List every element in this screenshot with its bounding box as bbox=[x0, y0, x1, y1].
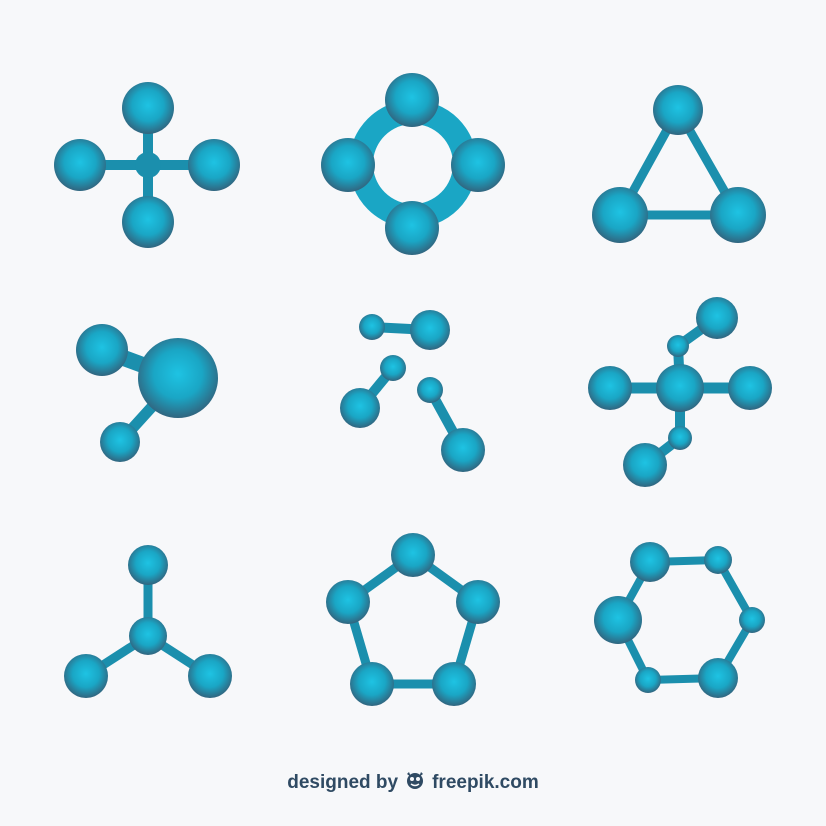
molecule-ring-four-icon bbox=[321, 73, 505, 255]
molecule-star-branched-atom bbox=[668, 426, 692, 450]
molecule-cross-atom bbox=[188, 139, 240, 191]
molecule-pentagon-atom bbox=[456, 580, 500, 624]
molecule-separated-pairs-icon bbox=[340, 310, 485, 472]
molecule-triangle-icon bbox=[592, 85, 766, 243]
molecule-hexagon-atom bbox=[704, 546, 732, 574]
molecule-cross-icon bbox=[54, 82, 240, 248]
molecule-star-branched-atom bbox=[656, 364, 704, 412]
molecule-star-branched-atom bbox=[623, 443, 667, 487]
molecule-star-branched-atom bbox=[728, 366, 772, 410]
molecule-pentagon-icon bbox=[326, 533, 500, 706]
molecule-pentagon-atom bbox=[432, 662, 476, 706]
molecule-hexagon-atom bbox=[698, 658, 738, 698]
molecule-triangle-atom bbox=[653, 85, 703, 135]
molecule-cross-atom bbox=[54, 139, 106, 191]
molecule-cross-junction bbox=[135, 152, 161, 178]
molecule-tripod-atom bbox=[128, 545, 168, 585]
molecule-tripod-atom bbox=[129, 617, 167, 655]
molecule-ring-four-atom bbox=[385, 73, 439, 127]
molecule-star-branched-atom bbox=[696, 297, 738, 339]
molecule-ring-four-atom bbox=[321, 138, 375, 192]
molecule-separated-pairs-atom bbox=[380, 355, 406, 381]
freepik-logo-icon bbox=[403, 768, 427, 798]
molecule-three-atom-atom bbox=[100, 422, 140, 462]
molecule-star-branched-atom bbox=[588, 366, 632, 410]
molecule-triangle-atom bbox=[592, 187, 648, 243]
molecule-ring-four-atom bbox=[385, 201, 439, 255]
molecule-tripod-atom bbox=[188, 654, 232, 698]
molecule-hexagon-icon bbox=[594, 542, 765, 698]
molecule-three-atom-icon bbox=[76, 324, 218, 462]
credit-brand: freepik.com bbox=[432, 772, 539, 793]
credit-prefix: designed by bbox=[287, 772, 399, 793]
molecule-separated-pairs-atom bbox=[359, 314, 385, 340]
molecule-ring-four-ring bbox=[349, 100, 477, 228]
molecule-hexagon-atom bbox=[594, 596, 642, 644]
molecule-cross-atom bbox=[122, 196, 174, 248]
molecule-separated-pairs-atom bbox=[441, 428, 485, 472]
molecule-hexagon-atom bbox=[630, 542, 670, 582]
molecule-hexagon-atom bbox=[739, 607, 765, 633]
molecule-pentagon-atom bbox=[391, 533, 435, 577]
molecule-three-atom-atom bbox=[76, 324, 128, 376]
molecule-hexagon-atom bbox=[635, 667, 661, 693]
molecule-cross-atom bbox=[122, 82, 174, 134]
molecule-pentagon-atom bbox=[350, 662, 394, 706]
molecule-separated-pairs-atom bbox=[417, 377, 443, 403]
molecule-separated-pairs-atom bbox=[340, 388, 380, 428]
molecule-tripod-atom bbox=[64, 654, 108, 698]
molecule-tripod-icon bbox=[64, 545, 232, 698]
molecule-star-branched-atom bbox=[667, 335, 689, 357]
molecule-star-branched-icon bbox=[588, 297, 772, 487]
molecule-triangle-atom bbox=[710, 187, 766, 243]
credit-line: designed by freepik.com bbox=[0, 768, 826, 798]
molecule-separated-pairs-atom bbox=[410, 310, 450, 350]
molecule-three-atom-atom bbox=[138, 338, 218, 418]
molecule-pentagon-atom bbox=[326, 580, 370, 624]
molecule-ring-four-atom bbox=[451, 138, 505, 192]
